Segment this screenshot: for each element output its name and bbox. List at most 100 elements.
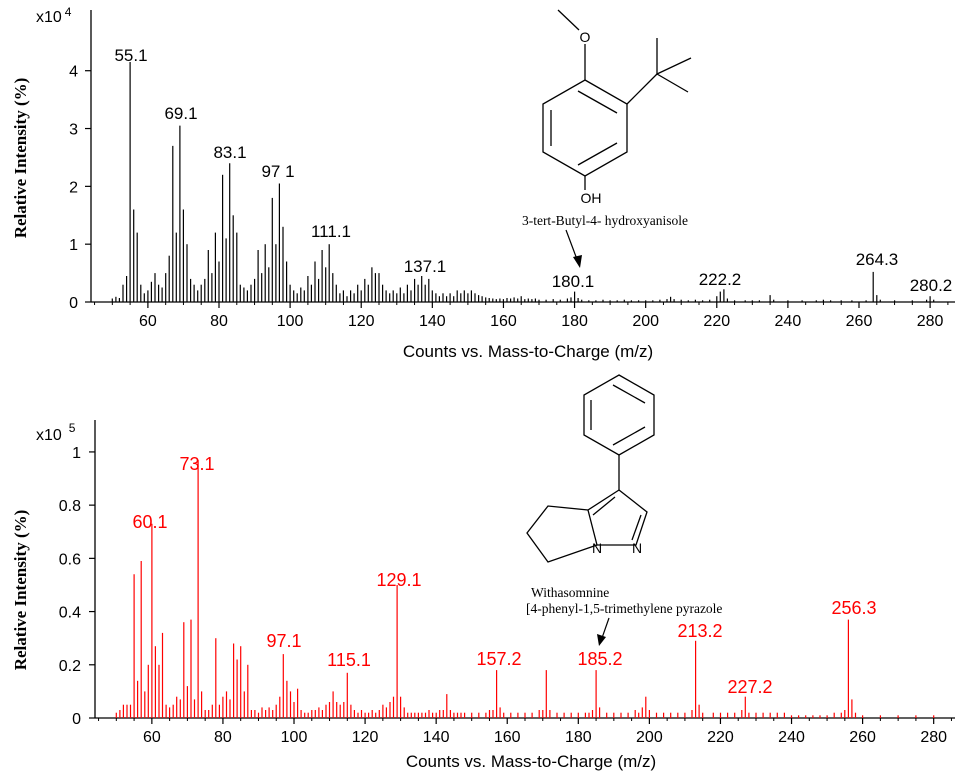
- y-tick-label: 0.2: [59, 658, 81, 675]
- exponent-label-bottom: x10 5: [36, 421, 76, 444]
- peak-bars-top: [111, 62, 935, 302]
- phenyl-ring: [583, 374, 655, 456]
- x-tick-label: 80: [214, 729, 232, 746]
- pyrazole-double-bond: [592, 496, 616, 516]
- compound-arrow-top: [565, 229, 582, 268]
- x-tick-label: 180: [561, 313, 588, 330]
- x-tick-label: 160: [490, 313, 517, 330]
- x-tick-label: 60: [139, 313, 157, 330]
- x-tick-label: 180: [565, 729, 592, 746]
- peak-label: 83.1: [213, 143, 246, 162]
- y-tick-label: 1: [72, 445, 81, 462]
- nitrogen-atom-label: N: [632, 540, 642, 556]
- tbutyl-methyl: [656, 73, 689, 93]
- peak-label: 280.2: [910, 276, 953, 295]
- peak-labels-bottom: 60.1 73.1 97.1 115.1 129.1 157.2 185.2 2…: [132, 454, 876, 697]
- x-tick-label: 100: [277, 313, 304, 330]
- hydroxyl-atom-label: OH: [581, 190, 602, 206]
- peak-label: 69.1: [164, 104, 197, 123]
- phenyl-double-bond: [612, 384, 646, 404]
- x-tick-label: 260: [846, 313, 873, 330]
- peak-label: 115.1: [327, 650, 371, 670]
- y-tick-label: 1: [69, 237, 78, 254]
- peak-label: 185.2: [577, 649, 622, 669]
- y-axis-label-bottom: Relative Intensity (%): [11, 510, 30, 671]
- peak-labels-top: 55.1 69.1 83.1 97 1 111.1 137.1 180.1 22…: [114, 46, 952, 295]
- peak-label: 256.3: [831, 598, 876, 618]
- peak-label: 111.1: [311, 222, 351, 241]
- peak-label: 55.1: [114, 46, 147, 65]
- y-tick-label: 0.6: [59, 551, 81, 568]
- peak-label: 180.1: [552, 272, 595, 291]
- compound-name-bottom-line1: Withasomnine: [531, 585, 609, 600]
- peak-label: 129.1: [376, 570, 421, 590]
- y-axis-label-top: Relative Intensity (%): [11, 78, 30, 239]
- y-ticks-bottom: 0 0.2 0.4 0.6 0.8 1: [59, 445, 95, 728]
- tbutyl-bond: [626, 73, 658, 105]
- y-tick-label: 4: [69, 64, 78, 81]
- peak-label: 222.2: [699, 270, 742, 289]
- tbutyl-methyl: [656, 57, 692, 75]
- structure-bha: [542, 9, 692, 190]
- x-ticks-bottom: 60 80 100 120 140 160 180 200 220 240 260 280: [98, 718, 952, 746]
- nitrogen-atom-label: N: [592, 540, 602, 556]
- y-tick-label: 0: [69, 295, 78, 312]
- exponent-label-top: x10 4: [36, 5, 72, 26]
- ring-double-bond: [577, 142, 618, 166]
- peak-label: 227.2: [727, 677, 772, 697]
- x-tick-label: 220: [707, 729, 734, 746]
- x-tick-label: 280: [920, 729, 947, 746]
- x-tick-label: 240: [778, 729, 805, 746]
- peak-label: 97 1: [261, 162, 294, 181]
- ring-double-bond: [577, 90, 618, 114]
- y-ticks-top: 0 1 2 3 4: [69, 64, 91, 312]
- peak-label: 73.1: [179, 454, 214, 474]
- x-tick-label: 140: [419, 313, 446, 330]
- peak-bars-bottom: [115, 459, 935, 718]
- exponent-base-top: x10: [36, 9, 62, 26]
- compound-name-top: 3-tert-Butyl-4- hydroxyanisole: [522, 213, 688, 228]
- x-tick-label: 200: [632, 313, 659, 330]
- y-tick-label: 0.4: [59, 605, 81, 622]
- oxygen-atom-label: O: [580, 29, 591, 45]
- x-axis-label-top: Counts vs. Mass-to-Charge (m/z): [403, 342, 653, 361]
- exponent-base-bottom: x10: [36, 427, 62, 444]
- x-tick-label: 280: [917, 313, 944, 330]
- spectrum-panel-top: 60 80 100 120 140 160 180 200 220 240 260 280 0 1 2 3 4…: [11, 5, 955, 361]
- x-tick-label: 120: [352, 729, 379, 746]
- peak-label: 137.1: [404, 257, 447, 276]
- x-tick-label: 80: [210, 313, 228, 330]
- y-tick-label: 3: [69, 122, 78, 139]
- x-axis-label-bottom: Counts vs. Mass-to-Charge (m/z): [406, 752, 656, 771]
- peak-label: 97.1: [266, 631, 301, 651]
- x-tick-label: 220: [703, 313, 730, 330]
- x-tick-label: 200: [636, 729, 663, 746]
- peak-label: 157.2: [476, 649, 521, 669]
- exponent-power-bottom: 5: [69, 421, 76, 435]
- x-tick-label: 160: [494, 729, 521, 746]
- y-tick-label: 0: [72, 711, 81, 728]
- pyrazole-double-bond: [631, 514, 642, 541]
- compound-name-bottom-line2: [4-phenyl-1,5-trimethylene pyrazole: [526, 601, 722, 616]
- peak-label: 60.1: [132, 512, 167, 532]
- trimethylene-bridge: [526, 505, 598, 563]
- y-tick-label: 0.8: [59, 498, 81, 515]
- x-tick-label: 140: [423, 729, 450, 746]
- phenyl-double-bond: [612, 426, 646, 446]
- axes-top: [90, 10, 955, 303]
- x-tick-label: 100: [281, 729, 308, 746]
- structure-withasomnine: [526, 374, 655, 563]
- x-ticks-top: 60 80 100 120 140 160 180 200 220 240 260 280: [94, 302, 949, 330]
- peak-label: 264.3: [856, 250, 899, 269]
- compound-arrow-bottom: [597, 617, 610, 646]
- pyrazole-ring: [587, 489, 648, 546]
- spectrum-panel-bottom: 60 80 100 120 140 160 180 200 220 240 260 280 00.20…: [11, 374, 955, 771]
- x-tick-label: 260: [849, 729, 876, 746]
- methyl-bond: [557, 9, 580, 31]
- peak-label: 213.2: [677, 621, 722, 641]
- exponent-power-top: 4: [65, 5, 72, 19]
- x-tick-label: 240: [775, 313, 802, 330]
- x-tick-label: 120: [348, 313, 375, 330]
- x-tick-label: 60: [143, 729, 161, 746]
